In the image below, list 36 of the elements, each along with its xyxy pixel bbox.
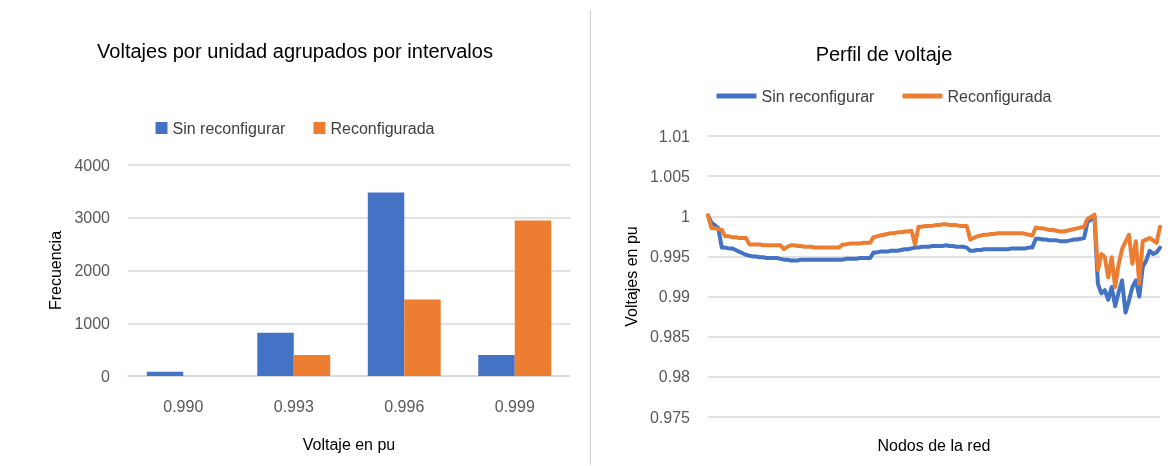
y-tick-label: 0	[101, 367, 111, 385]
chart-title: Voltajes por unidad agrupados por intervalos	[97, 39, 493, 62]
bar	[514, 220, 552, 376]
x-tick-label: 0.990	[163, 397, 204, 415]
line-series	[706, 212, 1162, 289]
y-tick-label: 4000	[74, 156, 111, 174]
bar	[257, 332, 294, 376]
legend-label: Sin reconfigurar	[761, 87, 876, 105]
bar	[146, 371, 184, 376]
bar	[293, 354, 331, 376]
y-tick-label: 1	[681, 207, 691, 225]
x-tick-label: 0.999	[494, 397, 535, 415]
x-tick-label: 0.996	[384, 397, 425, 415]
bar	[478, 354, 515, 376]
y-axis-title: Voltajes en pu	[622, 226, 640, 327]
y-tick-label: 3000	[74, 209, 111, 227]
y-axis-title: Frecuencia	[47, 230, 65, 311]
y-tick-label: 1.005	[649, 167, 691, 185]
y-tick-label: 0.98	[658, 368, 691, 386]
bar	[404, 299, 441, 376]
legend-label: Reconfigurada	[330, 119, 435, 137]
legend-label: Reconfigurada	[947, 87, 1052, 105]
x-axis-title: Voltaje en pu	[302, 435, 396, 453]
x-axis-title: Nodos de la red	[877, 436, 991, 454]
y-tick-label: 1000	[74, 314, 111, 332]
chart-title: Perfil de voltaje	[815, 42, 953, 65]
bar	[367, 192, 405, 376]
x-tick-label: 0.993	[273, 397, 314, 415]
y-tick-label: 1.01	[658, 127, 691, 145]
y-tick-label: 2000	[74, 262, 111, 279]
y-tick-label: 0.99	[658, 288, 691, 306]
line-series	[706, 213, 1162, 315]
legend-label: Sin reconfigurar	[172, 119, 287, 137]
y-tick-label: 0.975	[649, 408, 691, 426]
y-tick-label: 0.985	[649, 328, 691, 346]
y-tick-label: 0.995	[649, 247, 691, 265]
